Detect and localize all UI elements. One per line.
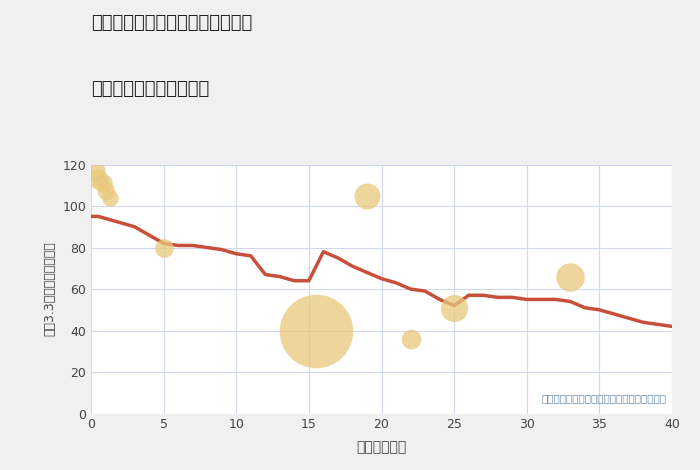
Text: 築年数別中古戸建て価格: 築年数別中古戸建て価格 (91, 80, 209, 98)
Text: 愛知県名古屋市中川区十一番町の: 愛知県名古屋市中川区十一番町の (91, 14, 252, 32)
Point (405, 335, 416, 343)
Point (97, 180, 108, 187)
Point (158, 244, 169, 251)
X-axis label: 築年数（年）: 築年数（年） (356, 440, 407, 454)
Text: 円の大きさは、取引のあった物件面積を示す: 円の大きさは、取引のあった物件面積を示す (541, 394, 666, 404)
Point (311, 327, 322, 334)
Point (361, 192, 372, 199)
Point (92, 175, 104, 183)
Point (565, 273, 576, 280)
Point (449, 304, 460, 312)
Point (88, 167, 99, 174)
Y-axis label: 坪（3.3㎡）単価（万円）: 坪（3.3㎡）単価（万円） (43, 242, 57, 337)
Point (100, 188, 111, 195)
Point (104, 194, 116, 202)
